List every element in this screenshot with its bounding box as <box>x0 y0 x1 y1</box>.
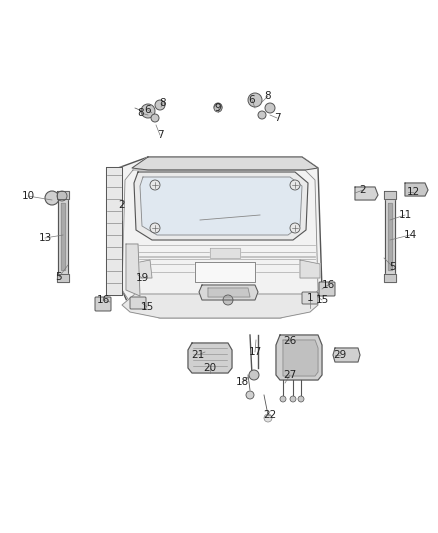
Text: 16: 16 <box>96 295 110 305</box>
Circle shape <box>290 396 296 402</box>
Circle shape <box>248 93 262 107</box>
Polygon shape <box>140 177 302 235</box>
Circle shape <box>57 191 67 201</box>
Text: 6: 6 <box>145 105 151 115</box>
Circle shape <box>290 223 300 233</box>
Polygon shape <box>132 157 318 170</box>
Text: 16: 16 <box>321 280 335 290</box>
Circle shape <box>223 295 233 305</box>
FancyBboxPatch shape <box>302 292 318 304</box>
Circle shape <box>265 103 275 113</box>
Text: 12: 12 <box>406 187 420 197</box>
Circle shape <box>150 180 160 190</box>
Polygon shape <box>333 348 360 362</box>
Text: 21: 21 <box>191 350 205 360</box>
Polygon shape <box>283 340 318 376</box>
Circle shape <box>151 114 159 122</box>
Text: 20: 20 <box>203 363 216 373</box>
Text: 8: 8 <box>138 108 144 118</box>
Circle shape <box>298 396 304 402</box>
FancyBboxPatch shape <box>95 297 111 311</box>
Circle shape <box>280 396 286 402</box>
Polygon shape <box>355 187 378 200</box>
Polygon shape <box>106 167 122 295</box>
Polygon shape <box>300 260 320 278</box>
Polygon shape <box>384 274 396 282</box>
Text: 5: 5 <box>56 272 62 282</box>
Text: 19: 19 <box>135 273 148 283</box>
Polygon shape <box>199 285 258 300</box>
Text: 27: 27 <box>283 370 297 380</box>
Text: 10: 10 <box>21 191 35 201</box>
Text: 26: 26 <box>283 336 297 346</box>
Polygon shape <box>57 274 69 282</box>
Text: 18: 18 <box>235 377 249 387</box>
Polygon shape <box>61 203 65 270</box>
Circle shape <box>150 223 160 233</box>
Text: 8: 8 <box>265 91 271 101</box>
FancyBboxPatch shape <box>319 282 335 296</box>
Text: 9: 9 <box>215 103 221 113</box>
Text: 6: 6 <box>249 95 255 105</box>
Text: 7: 7 <box>157 130 163 140</box>
FancyBboxPatch shape <box>130 297 146 309</box>
Text: 1: 1 <box>307 293 313 303</box>
Circle shape <box>264 414 272 422</box>
Circle shape <box>214 103 222 111</box>
Polygon shape <box>134 172 308 240</box>
Circle shape <box>155 100 165 110</box>
Circle shape <box>45 191 59 205</box>
Text: 15: 15 <box>140 302 154 312</box>
Polygon shape <box>384 191 396 199</box>
Circle shape <box>258 111 266 119</box>
Polygon shape <box>57 191 69 199</box>
Polygon shape <box>118 157 322 318</box>
Polygon shape <box>210 248 240 258</box>
Polygon shape <box>388 203 392 270</box>
Circle shape <box>141 104 155 118</box>
Text: 13: 13 <box>39 233 52 243</box>
Text: 29: 29 <box>333 350 346 360</box>
Polygon shape <box>126 244 140 296</box>
Polygon shape <box>195 262 255 282</box>
Polygon shape <box>385 195 395 278</box>
Circle shape <box>249 370 259 380</box>
Text: 14: 14 <box>403 230 417 240</box>
Polygon shape <box>188 343 232 373</box>
Circle shape <box>290 180 300 190</box>
Text: 2: 2 <box>119 200 125 210</box>
Text: 7: 7 <box>274 113 280 123</box>
Polygon shape <box>130 260 152 278</box>
Circle shape <box>246 391 254 399</box>
Text: 15: 15 <box>315 295 328 305</box>
Text: 17: 17 <box>248 347 261 357</box>
Text: 11: 11 <box>399 210 412 220</box>
Text: 5: 5 <box>390 262 396 272</box>
Polygon shape <box>122 294 318 318</box>
Polygon shape <box>58 195 68 278</box>
Polygon shape <box>276 335 322 380</box>
Polygon shape <box>208 288 250 297</box>
Text: 2: 2 <box>360 185 366 195</box>
Text: 22: 22 <box>263 410 277 420</box>
Text: 8: 8 <box>160 98 166 108</box>
Circle shape <box>214 104 222 112</box>
Polygon shape <box>405 183 428 196</box>
